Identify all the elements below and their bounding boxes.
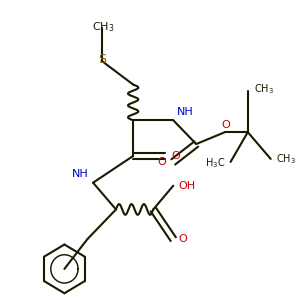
Text: O: O [221, 120, 230, 130]
Text: CH$_3$: CH$_3$ [92, 20, 114, 34]
Text: O: O [178, 234, 187, 244]
Text: O: O [171, 151, 180, 161]
Text: O: O [158, 157, 166, 167]
Text: NH: NH [72, 169, 89, 179]
Text: NH: NH [177, 107, 194, 117]
Text: CH$_3$: CH$_3$ [276, 152, 296, 166]
Text: OH: OH [178, 181, 196, 191]
Text: S: S [98, 53, 106, 66]
Text: CH$_3$: CH$_3$ [254, 82, 274, 96]
Text: H$_3$C: H$_3$C [205, 157, 225, 170]
